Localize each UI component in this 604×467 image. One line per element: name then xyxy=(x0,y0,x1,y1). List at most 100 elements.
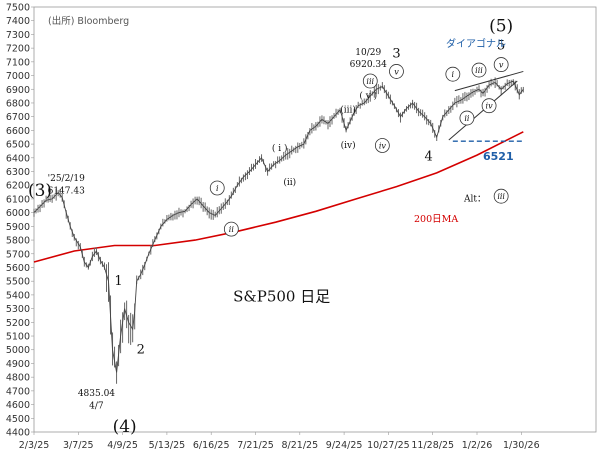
x-tick-label: 9/24/25 xyxy=(326,440,363,451)
wave-label: v xyxy=(499,61,504,70)
y-tick-label: 5600 xyxy=(6,263,30,274)
price-line xyxy=(33,80,524,373)
wave-circle xyxy=(493,188,509,204)
wave-label: (5) xyxy=(489,17,513,37)
wave-circle xyxy=(374,138,390,153)
y-tick-label: 5400 xyxy=(6,290,30,301)
wave-label: 4 xyxy=(425,149,433,164)
wave-label: 4/7 xyxy=(89,402,104,412)
y-tick-label: 5500 xyxy=(6,277,30,288)
wave-label: v xyxy=(394,67,399,76)
y-tick-label: 4600 xyxy=(6,400,30,411)
wave-label: iii xyxy=(475,66,483,75)
y-tick-label: 7400 xyxy=(6,16,30,27)
x-tick-label: 1/2/26 xyxy=(462,440,493,451)
x-tick-label: 11/28/25 xyxy=(411,440,454,451)
wave-label: (3) xyxy=(28,181,52,201)
wave-label: (4) xyxy=(113,417,137,437)
source-label: (出所) Bloomberg xyxy=(48,15,129,27)
support-label: 6521 xyxy=(483,150,514,163)
y-tick-label: 6400 xyxy=(6,153,30,164)
wave-label: iii xyxy=(497,192,505,201)
y-tick-label: 7100 xyxy=(6,57,30,68)
y-tick-label: 5900 xyxy=(6,222,30,233)
wave-circle xyxy=(223,221,239,237)
diagonal-lower-line xyxy=(448,80,518,141)
wave-label: iv xyxy=(486,102,494,111)
y-tick-label: 6800 xyxy=(6,98,30,109)
wave-circle xyxy=(471,62,487,78)
wave-circle xyxy=(362,73,378,89)
wave-label: ii xyxy=(229,225,235,234)
y-tick-label: 5700 xyxy=(6,249,30,260)
chart-title: S&P500 日足 xyxy=(233,288,330,306)
y-tick-label: 6600 xyxy=(6,126,30,137)
plot-frame xyxy=(33,6,597,433)
y-tick-label: 6300 xyxy=(6,167,30,178)
ma-200-line xyxy=(33,131,524,263)
wave-label: ii xyxy=(464,114,470,123)
wave-label: 10/29 xyxy=(355,48,381,58)
y-tick-label: 5800 xyxy=(6,236,30,247)
x-tick-label: 1/30/26 xyxy=(503,440,540,451)
x-tick-label: 7/21/25 xyxy=(237,440,274,451)
wave-label: (ii) xyxy=(283,177,296,188)
y-tick-label: 5000 xyxy=(6,345,30,356)
x-tick-label: 10/27/25 xyxy=(367,440,410,451)
wave-label: Alt： xyxy=(463,195,486,205)
ma-200-path xyxy=(33,131,524,263)
diagonal-wedge xyxy=(448,70,524,141)
y-tick-label: 4400 xyxy=(6,428,30,439)
wave-label: 6920.34 xyxy=(350,60,387,70)
wave-label: (iii) xyxy=(340,104,356,115)
price-series xyxy=(33,77,524,384)
y-tick-label: 6200 xyxy=(6,181,30,192)
y-tick-label: 6500 xyxy=(6,140,30,151)
wave-label: 5 xyxy=(497,38,505,53)
x-tick-label: 6/16/25 xyxy=(193,440,230,451)
x-axis: 2/3/25 3/7/25 4/9/25 5/13/25 6/16/25 7/21/25 8… xyxy=(19,432,540,451)
wave-label: iv xyxy=(379,141,387,150)
y-tick-label: 5100 xyxy=(6,332,30,343)
wave-label: iii xyxy=(366,77,374,86)
y-tick-label: 4900 xyxy=(6,359,30,370)
x-tick-label: 3/7/25 xyxy=(63,440,94,451)
y-tick-label: 7000 xyxy=(6,71,30,82)
y-tick-label: 6000 xyxy=(6,208,30,219)
y-tick-label: 6100 xyxy=(6,194,30,205)
ma-label: 200日MA xyxy=(414,214,458,225)
wave-circle xyxy=(459,110,475,126)
x-tick-label: 8/21/25 xyxy=(281,440,318,451)
y-tick-label: 4500 xyxy=(6,414,30,425)
y-tick-label: 5300 xyxy=(6,304,30,315)
y-tick-label: 7500 xyxy=(6,3,30,14)
wave-label: 3 xyxy=(392,47,400,62)
wave-label: i xyxy=(452,70,455,79)
wave-circle xyxy=(481,98,497,114)
y-tick-label: 7200 xyxy=(6,44,30,55)
wave-label: i xyxy=(216,184,219,193)
x-tick-label: 5/13/25 xyxy=(149,440,186,451)
y-axis: 4400 4500 4600 4700 4800 4900 5000 5100 5200 5300… xyxy=(6,3,34,439)
diagonal-upper-line xyxy=(454,70,524,92)
diagonal-label: ダイアゴナル xyxy=(446,37,506,50)
y-tick-label: 6900 xyxy=(6,85,30,96)
wave-label: 1 xyxy=(114,274,122,289)
x-tick-label: 4/9/25 xyxy=(107,440,138,451)
y-tick-label: 6700 xyxy=(6,112,30,123)
wave-circle xyxy=(209,180,225,196)
y-tick-label: 5200 xyxy=(6,318,30,329)
wave-label: 2 xyxy=(137,343,145,358)
wave-label: 6147.43 xyxy=(48,186,85,196)
wave-circle xyxy=(445,66,461,82)
y-tick-label: 7300 xyxy=(6,30,30,41)
y-tick-label: 4700 xyxy=(6,386,30,397)
wave-label: 4835.04 xyxy=(78,389,115,399)
wave-label: ( v ) xyxy=(359,91,377,102)
wave-label: ( i ) xyxy=(272,143,288,154)
y-tick-label: 4800 xyxy=(6,373,30,384)
wave-circle xyxy=(493,57,509,72)
x-tick-label: 2/3/25 xyxy=(19,440,50,451)
